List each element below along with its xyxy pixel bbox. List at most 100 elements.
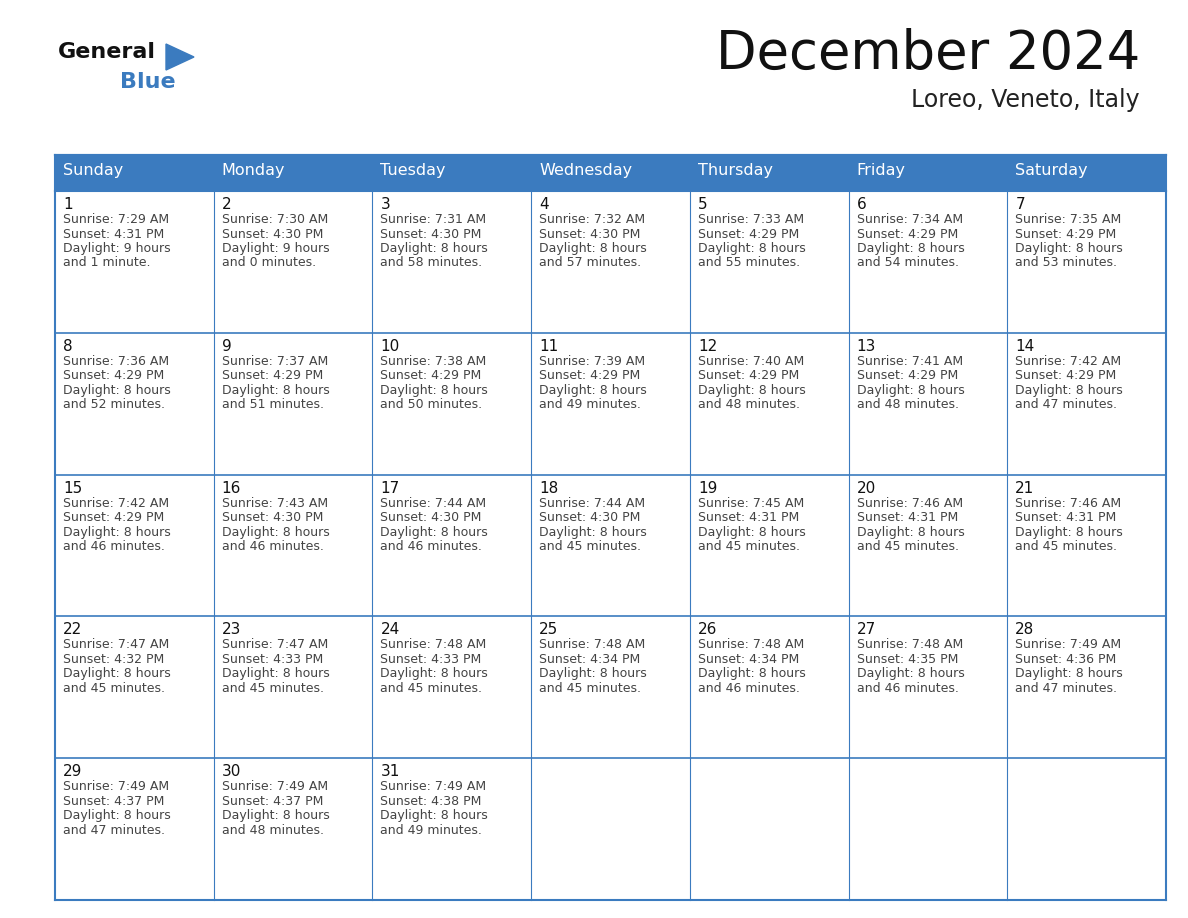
Text: Sunrise: 7:30 AM: Sunrise: 7:30 AM [222,213,328,226]
Text: Sunset: 4:37 PM: Sunset: 4:37 PM [63,795,164,808]
Text: Sunrise: 7:38 AM: Sunrise: 7:38 AM [380,354,487,368]
Polygon shape [166,44,194,70]
Text: Sunrise: 7:46 AM: Sunrise: 7:46 AM [857,497,962,509]
Text: Daylight: 8 hours: Daylight: 8 hours [380,526,488,539]
Text: and 55 minutes.: and 55 minutes. [697,256,800,270]
Text: 26: 26 [697,622,718,637]
Text: 1: 1 [63,197,72,212]
Text: Sunrise: 7:48 AM: Sunrise: 7:48 AM [697,638,804,652]
Text: and 58 minutes.: and 58 minutes. [380,256,482,270]
Text: Sunset: 4:31 PM: Sunset: 4:31 PM [697,511,800,524]
Text: Sunrise: 7:31 AM: Sunrise: 7:31 AM [380,213,487,226]
Text: and 1 minute.: and 1 minute. [63,256,151,270]
Text: Saturday: Saturday [1016,163,1088,178]
Text: and 48 minutes.: and 48 minutes. [697,398,800,411]
Text: Sunrise: 7:41 AM: Sunrise: 7:41 AM [857,354,962,368]
Text: and 46 minutes.: and 46 minutes. [63,540,165,554]
Text: Daylight: 8 hours: Daylight: 8 hours [222,384,329,397]
Text: and 45 minutes.: and 45 minutes. [380,682,482,695]
Text: Sunrise: 7:42 AM: Sunrise: 7:42 AM [1016,354,1121,368]
Text: Wednesday: Wednesday [539,163,632,178]
Text: Daylight: 8 hours: Daylight: 8 hours [63,667,171,680]
Text: Monday: Monday [222,163,285,178]
Text: 15: 15 [63,481,82,496]
Text: Sunset: 4:29 PM: Sunset: 4:29 PM [1016,369,1117,382]
Text: Sunset: 4:30 PM: Sunset: 4:30 PM [380,511,482,524]
Text: Sunset: 4:30 PM: Sunset: 4:30 PM [380,228,482,241]
Text: Sunrise: 7:47 AM: Sunrise: 7:47 AM [222,638,328,652]
Text: and 48 minutes.: and 48 minutes. [857,398,959,411]
Text: 25: 25 [539,622,558,637]
Text: and 47 minutes.: and 47 minutes. [63,823,165,836]
Text: Daylight: 8 hours: Daylight: 8 hours [222,526,329,539]
Text: Sunset: 4:30 PM: Sunset: 4:30 PM [222,511,323,524]
Bar [55,191,1165,333]
Text: 19: 19 [697,481,718,496]
Text: 22: 22 [63,622,82,637]
Text: 3: 3 [380,197,390,212]
Text: Sunrise: 7:48 AM: Sunrise: 7:48 AM [380,638,487,652]
Text: Daylight: 8 hours: Daylight: 8 hours [63,809,171,823]
Text: Sunrise: 7:44 AM: Sunrise: 7:44 AM [380,497,487,509]
Text: Tuesday: Tuesday [380,163,446,178]
Text: Sunrise: 7:45 AM: Sunrise: 7:45 AM [697,497,804,509]
Text: Daylight: 9 hours: Daylight: 9 hours [222,242,329,255]
Text: and 46 minutes.: and 46 minutes. [697,682,800,695]
Text: Sunset: 4:30 PM: Sunset: 4:30 PM [539,228,640,241]
Text: Sunset: 4:35 PM: Sunset: 4:35 PM [857,653,958,666]
Text: Sunset: 4:31 PM: Sunset: 4:31 PM [1016,511,1117,524]
Text: Sunday: Sunday [63,163,124,178]
Text: Sunrise: 7:44 AM: Sunrise: 7:44 AM [539,497,645,509]
Text: Daylight: 8 hours: Daylight: 8 hours [539,526,647,539]
Text: and 53 minutes.: and 53 minutes. [1016,256,1117,270]
Text: Sunset: 4:29 PM: Sunset: 4:29 PM [63,369,164,382]
Text: and 52 minutes.: and 52 minutes. [63,398,165,411]
Text: Daylight: 8 hours: Daylight: 8 hours [539,242,647,255]
Text: Friday: Friday [857,163,905,178]
Text: Sunrise: 7:49 AM: Sunrise: 7:49 AM [380,780,487,793]
Bar [55,155,1165,191]
Text: 23: 23 [222,622,241,637]
Text: Daylight: 8 hours: Daylight: 8 hours [857,242,965,255]
Text: Sunset: 4:29 PM: Sunset: 4:29 PM [857,228,958,241]
Text: Sunrise: 7:35 AM: Sunrise: 7:35 AM [1016,213,1121,226]
Text: and 46 minutes.: and 46 minutes. [857,682,959,695]
Text: Daylight: 8 hours: Daylight: 8 hours [697,384,805,397]
Text: Sunset: 4:29 PM: Sunset: 4:29 PM [697,228,800,241]
Text: and 45 minutes.: and 45 minutes. [857,540,959,554]
Text: and 57 minutes.: and 57 minutes. [539,256,642,270]
Text: Sunset: 4:29 PM: Sunset: 4:29 PM [1016,228,1117,241]
Text: Sunrise: 7:40 AM: Sunrise: 7:40 AM [697,354,804,368]
Text: Sunset: 4:34 PM: Sunset: 4:34 PM [697,653,800,666]
Text: Sunrise: 7:49 AM: Sunrise: 7:49 AM [63,780,169,793]
Text: Daylight: 8 hours: Daylight: 8 hours [1016,384,1123,397]
Text: Daylight: 8 hours: Daylight: 8 hours [539,384,647,397]
Bar [55,475,1165,616]
Text: 31: 31 [380,764,400,779]
Text: and 45 minutes.: and 45 minutes. [222,682,323,695]
Text: and 54 minutes.: and 54 minutes. [857,256,959,270]
Text: Sunrise: 7:48 AM: Sunrise: 7:48 AM [857,638,962,652]
Text: 28: 28 [1016,622,1035,637]
Text: Sunset: 4:29 PM: Sunset: 4:29 PM [857,369,958,382]
Text: 4: 4 [539,197,549,212]
Text: 10: 10 [380,339,399,353]
Text: 14: 14 [1016,339,1035,353]
Text: and 45 minutes.: and 45 minutes. [697,540,800,554]
Text: Thursday: Thursday [697,163,773,178]
Text: and 0 minutes.: and 0 minutes. [222,256,316,270]
Text: and 47 minutes.: and 47 minutes. [1016,682,1117,695]
Text: Sunrise: 7:39 AM: Sunrise: 7:39 AM [539,354,645,368]
Text: and 49 minutes.: and 49 minutes. [539,398,642,411]
Text: and 45 minutes.: and 45 minutes. [1016,540,1117,554]
Text: 27: 27 [857,622,876,637]
Text: 20: 20 [857,481,876,496]
Text: Sunset: 4:31 PM: Sunset: 4:31 PM [63,228,164,241]
Text: Sunrise: 7:48 AM: Sunrise: 7:48 AM [539,638,645,652]
Text: Sunrise: 7:33 AM: Sunrise: 7:33 AM [697,213,804,226]
Text: Sunset: 4:36 PM: Sunset: 4:36 PM [1016,653,1117,666]
Text: Loreo, Veneto, Italy: Loreo, Veneto, Italy [911,88,1140,112]
Text: Sunrise: 7:32 AM: Sunrise: 7:32 AM [539,213,645,226]
Text: Daylight: 8 hours: Daylight: 8 hours [857,667,965,680]
Text: and 49 minutes.: and 49 minutes. [380,823,482,836]
